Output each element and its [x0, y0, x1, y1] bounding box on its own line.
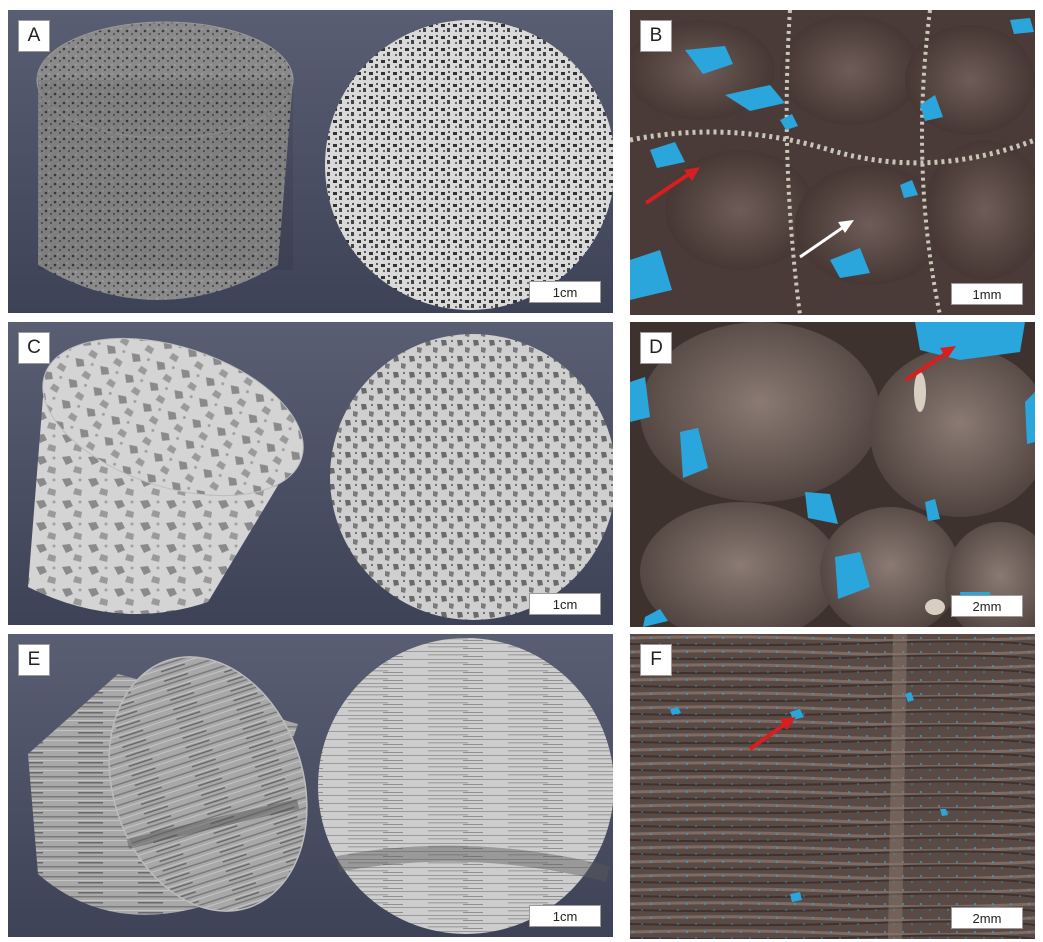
red-arrow-shaft	[644, 170, 694, 205]
panel-e-ct-scan: E 1cm	[8, 634, 613, 937]
red-arrow-head	[684, 167, 700, 181]
white-arrow-shaft	[799, 224, 846, 259]
panel-f-thin-section: F 2mm	[630, 634, 1035, 939]
panel-a-ct-scan: A 1cm	[8, 10, 613, 313]
core-slice-disc	[318, 638, 613, 934]
core-cylinder-top	[42, 337, 304, 497]
red-arrow-head	[780, 717, 796, 730]
panel-d-image	[630, 322, 1035, 627]
red-arrow-head	[940, 346, 956, 359]
panel-a-image	[8, 10, 613, 313]
scale-bar: 1cm	[529, 281, 601, 303]
white-arrow-head	[838, 220, 854, 233]
pore-stain-patches	[630, 18, 1034, 300]
core-slice-disc	[330, 334, 613, 620]
panel-c-image	[8, 322, 613, 625]
red-arrow-shaft	[748, 720, 790, 751]
panel-label: F	[640, 644, 672, 676]
scale-bar: 2mm	[951, 907, 1023, 929]
core-slice-disc	[325, 20, 613, 310]
panel-label: B	[640, 20, 672, 52]
pore-stain-dots	[630, 634, 1035, 939]
panel-d-thin-section: D 2mm	[630, 322, 1035, 627]
panel-label: C	[18, 332, 50, 364]
core-cylinder-top	[108, 656, 308, 912]
scale-bar: 1cm	[529, 905, 601, 927]
core-cylinder-body	[38, 80, 293, 300]
panel-label: E	[18, 644, 50, 676]
scale-bar: 1cm	[529, 593, 601, 615]
panel-f-image	[630, 634, 1035, 939]
panel-label: D	[640, 332, 672, 364]
panel-c-ct-scan: C 1cm	[8, 322, 613, 625]
core-cylinder-top	[36, 21, 294, 139]
panel-e-image	[8, 634, 613, 937]
panel-label: A	[18, 20, 50, 52]
panel-b-image	[630, 10, 1035, 315]
pore-stain-patches	[670, 692, 948, 902]
red-arrow-shaft	[904, 350, 950, 382]
scale-bar: 2mm	[951, 595, 1023, 617]
panel-b-thin-section: B 1mm	[630, 10, 1035, 315]
scale-bar: 1mm	[951, 283, 1023, 305]
